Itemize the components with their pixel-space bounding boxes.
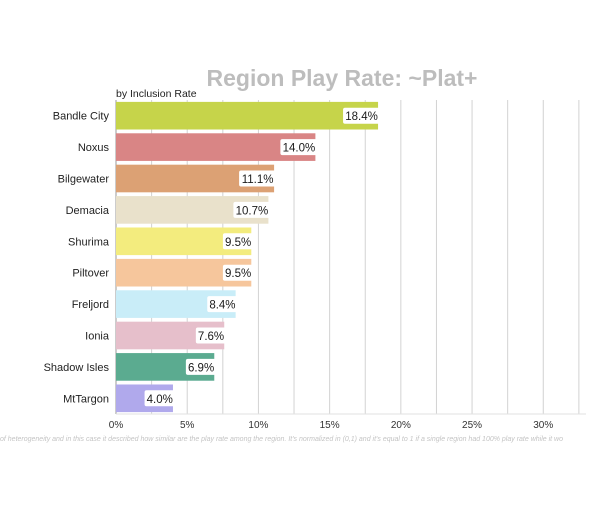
chart-footnote: of heterogeneity and in this case it des… bbox=[0, 436, 563, 443]
data-label-box bbox=[280, 139, 318, 156]
x-axis-label: 10% bbox=[248, 420, 268, 431]
data-labels: 18.4% 14.0% 11.1% 10.7% 9.5% 9.5% 8.4% 7.6% 6.9%… bbox=[144, 107, 381, 407]
y-axis-label: Bilgewater bbox=[58, 174, 110, 186]
data-label-box bbox=[222, 264, 254, 281]
data-label: 6.9% bbox=[188, 362, 214, 374]
y-axis-label: Ionia bbox=[85, 331, 110, 343]
y-axis-label: Piltover bbox=[72, 268, 109, 280]
data-label: 9.5% bbox=[225, 237, 251, 249]
data-label: 10.7% bbox=[236, 205, 269, 217]
x-axis-label: 0% bbox=[109, 420, 124, 431]
data-label-box bbox=[185, 358, 217, 375]
y-axis-label: Freljord bbox=[72, 299, 109, 311]
y-axis-label: Bandle City bbox=[53, 111, 110, 123]
data-label: 9.5% bbox=[225, 268, 251, 280]
data-label-box bbox=[222, 233, 254, 250]
y-axis-label: Noxus bbox=[78, 142, 110, 154]
bars bbox=[116, 101, 379, 413]
data-label-box bbox=[144, 390, 175, 407]
y-axis-label: Demacia bbox=[66, 205, 110, 217]
data-label: 7.6% bbox=[198, 331, 224, 343]
y-axis-label: MtTargon bbox=[63, 393, 109, 405]
data-label: 18.4% bbox=[345, 111, 378, 123]
x-axis-label: 25% bbox=[462, 420, 482, 431]
data-label: 11.1% bbox=[242, 174, 274, 186]
data-label: 8.4% bbox=[209, 300, 235, 312]
x-axis-label: 20% bbox=[391, 420, 411, 431]
x-axis-label: 15% bbox=[320, 420, 340, 431]
data-label: 14.0% bbox=[283, 143, 316, 155]
data-label-box bbox=[233, 201, 271, 218]
x-axis-label: 5% bbox=[180, 420, 195, 431]
y-axis-labels: Bandle City Noxus Bilgewater Demacia Shurima… bbox=[44, 111, 110, 406]
bar bbox=[116, 101, 379, 130]
data-label-box bbox=[343, 107, 381, 124]
x-axis-label: 30% bbox=[533, 420, 553, 431]
chart-title: Region Play Rate: ~Plat+ bbox=[207, 65, 478, 91]
y-axis-label: Shadow Isles bbox=[44, 362, 110, 374]
data-label: 4.0% bbox=[147, 394, 173, 406]
chart-subtitle: by Inclusion Rate bbox=[116, 88, 197, 100]
x-axis-labels: 0% 5% 10% 15% 20% 25% 30% bbox=[109, 420, 554, 431]
data-label-box bbox=[195, 327, 227, 344]
y-axis-label: Shurima bbox=[68, 236, 110, 248]
data-label-box bbox=[207, 296, 238, 313]
data-label-box bbox=[239, 170, 277, 187]
